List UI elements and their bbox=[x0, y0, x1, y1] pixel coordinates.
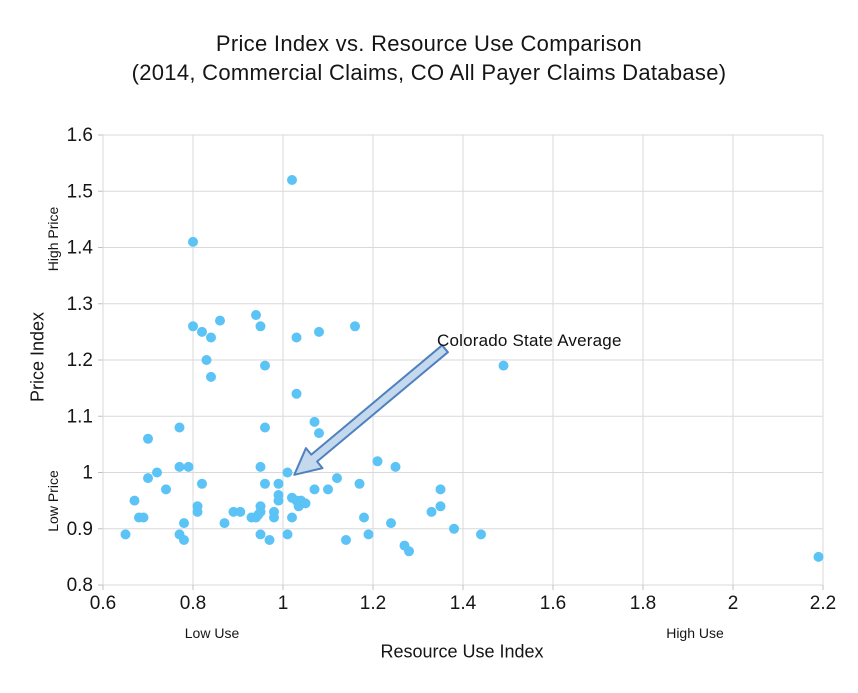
x-tick-label: 1.4 bbox=[450, 593, 477, 614]
data-point bbox=[255, 321, 266, 332]
chart-title-line1: Price Index vs. Resource Use Comparison bbox=[215, 31, 643, 56]
x-axis-title: Resource Use Index bbox=[380, 641, 544, 662]
data-point bbox=[197, 326, 207, 337]
y-tick-label: 1.5 bbox=[67, 181, 93, 202]
y-axis-high-label: High Price bbox=[45, 206, 61, 272]
data-point bbox=[215, 315, 225, 326]
data-point bbox=[143, 433, 153, 444]
x-axis-high-label: High Use bbox=[666, 625, 724, 641]
data-point bbox=[354, 478, 365, 489]
y-tick-label: 1 bbox=[82, 463, 93, 484]
chart-title-line2: (2014, Commercial Claims, CO All Payer C… bbox=[131, 60, 727, 85]
data-point bbox=[174, 422, 185, 433]
data-point bbox=[206, 332, 216, 343]
x-tick-label: 1 bbox=[278, 593, 289, 614]
data-point bbox=[287, 175, 297, 185]
data-point bbox=[183, 461, 194, 472]
data-point bbox=[206, 371, 216, 382]
data-point bbox=[435, 484, 446, 495]
data-point bbox=[161, 484, 171, 495]
y-axis-low-label: Low Price bbox=[45, 470, 61, 532]
data-point bbox=[300, 498, 311, 509]
y-tick-label: 1.1 bbox=[67, 406, 93, 427]
data-point bbox=[197, 478, 207, 489]
x-tick-label: 2 bbox=[728, 593, 739, 614]
data-point bbox=[138, 512, 149, 523]
data-point bbox=[813, 551, 824, 562]
data-point bbox=[120, 529, 131, 540]
data-point bbox=[273, 478, 284, 489]
data-point bbox=[291, 332, 302, 343]
data-point bbox=[498, 360, 509, 371]
data-point bbox=[260, 478, 270, 489]
data-point bbox=[282, 529, 293, 540]
data-point bbox=[251, 310, 261, 320]
data-point bbox=[174, 461, 185, 472]
data-point bbox=[323, 484, 333, 495]
data-point bbox=[192, 506, 203, 517]
data-point bbox=[188, 321, 198, 332]
data-point bbox=[314, 428, 324, 439]
data-point bbox=[291, 388, 302, 399]
data-point bbox=[260, 422, 270, 433]
data-point bbox=[359, 512, 369, 523]
data-point bbox=[372, 456, 383, 467]
data-point bbox=[255, 529, 266, 540]
data-point bbox=[188, 236, 198, 247]
data-point bbox=[332, 473, 342, 484]
data-point bbox=[350, 321, 360, 332]
data-point bbox=[476, 529, 486, 540]
annotation-arrow bbox=[293, 344, 449, 476]
data-point bbox=[201, 355, 212, 365]
y-tick-label: 1.2 bbox=[67, 350, 93, 371]
data-point bbox=[287, 512, 297, 523]
data-point bbox=[341, 535, 351, 545]
y-tick-label: 1.4 bbox=[67, 238, 94, 259]
data-point bbox=[179, 535, 189, 545]
data-point bbox=[255, 461, 266, 472]
chart-title: Price Index vs. Resource Use Comparison … bbox=[0, 29, 858, 87]
data-point bbox=[314, 326, 324, 337]
y-tick-label: 1.3 bbox=[67, 294, 93, 315]
x-tick-label: 0.8 bbox=[180, 593, 206, 614]
data-point bbox=[129, 495, 140, 506]
x-tick-label: 1.6 bbox=[540, 593, 566, 614]
y-tick-label: 0.8 bbox=[67, 575, 93, 596]
data-point bbox=[426, 506, 437, 517]
data-point bbox=[143, 473, 153, 484]
annotation-label: Colorado State Average bbox=[437, 331, 622, 350]
data-point bbox=[449, 523, 459, 534]
data-point bbox=[363, 529, 374, 540]
data-point bbox=[152, 467, 162, 478]
data-point bbox=[253, 509, 264, 520]
x-tick-label: 1.2 bbox=[360, 593, 386, 614]
data-point bbox=[269, 512, 279, 523]
data-point bbox=[390, 461, 401, 472]
x-tick-label: 1.8 bbox=[630, 593, 656, 614]
x-tick-label: 0.6 bbox=[90, 593, 116, 614]
data-point bbox=[273, 495, 284, 506]
data-point bbox=[309, 484, 320, 495]
data-point bbox=[309, 416, 320, 427]
data-point bbox=[179, 518, 189, 529]
y-tick-label: 1.6 bbox=[67, 125, 93, 146]
data-point bbox=[235, 506, 246, 517]
y-tick-label: 0.9 bbox=[67, 519, 93, 540]
x-axis-low-label: Low Use bbox=[184, 625, 240, 641]
data-point bbox=[282, 467, 293, 478]
data-point bbox=[404, 546, 414, 557]
y-axis-title: Price Index bbox=[27, 311, 48, 403]
data-point bbox=[264, 535, 275, 545]
data-point bbox=[435, 501, 446, 512]
x-tick-label: 2.2 bbox=[810, 593, 836, 614]
data-point bbox=[260, 360, 270, 371]
data-point bbox=[219, 518, 230, 529]
data-point bbox=[386, 518, 396, 529]
